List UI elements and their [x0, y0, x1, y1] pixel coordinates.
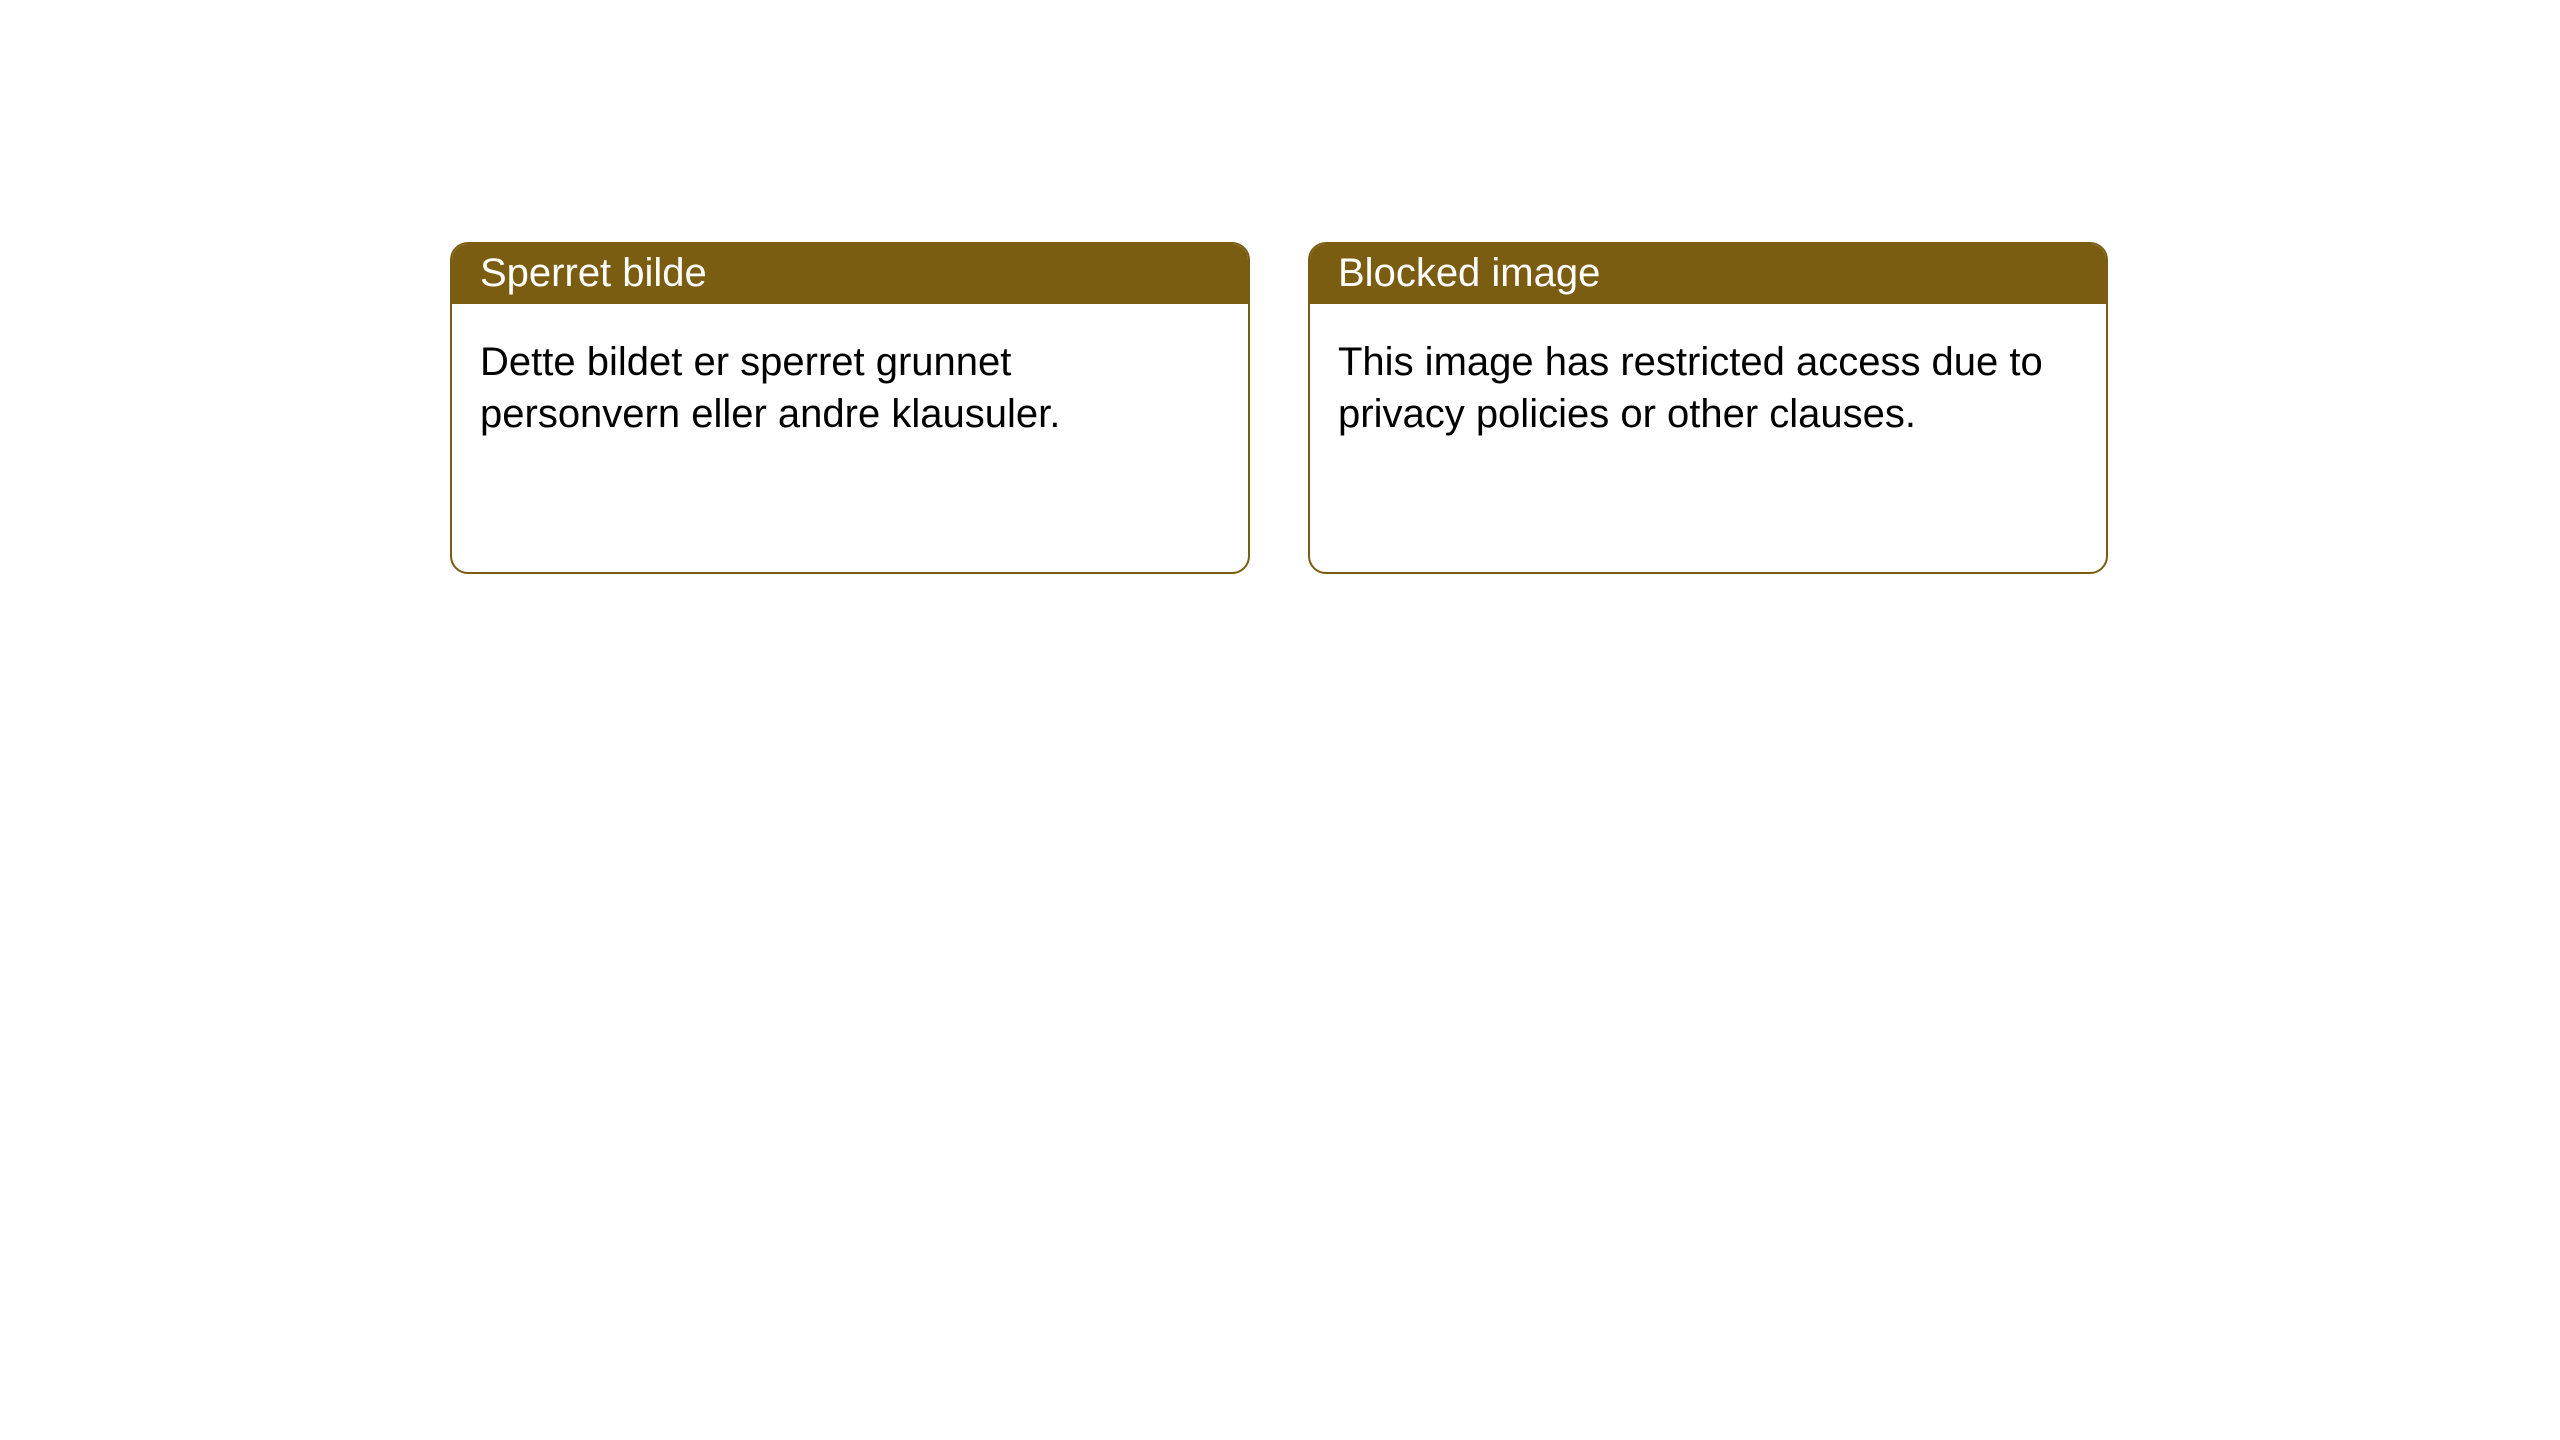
card-body: Dette bildet er sperret grunnet personve… — [452, 304, 1248, 472]
card-body-text: Dette bildet er sperret grunnet personve… — [480, 340, 1060, 436]
cards-container: Sperret bilde Dette bildet er sperret gr… — [450, 242, 2108, 574]
card-header-title: Sperret bilde — [480, 251, 707, 296]
card-body-text: This image has restricted access due to … — [1338, 340, 2043, 436]
card-body: This image has restricted access due to … — [1310, 304, 2106, 472]
card-header-title: Blocked image — [1338, 251, 1600, 296]
blocked-image-card-english: Blocked image This image has restricted … — [1308, 242, 2108, 574]
card-header: Blocked image — [1310, 244, 2106, 304]
blocked-image-card-norwegian: Sperret bilde Dette bildet er sperret gr… — [450, 242, 1250, 574]
card-header: Sperret bilde — [452, 244, 1248, 304]
